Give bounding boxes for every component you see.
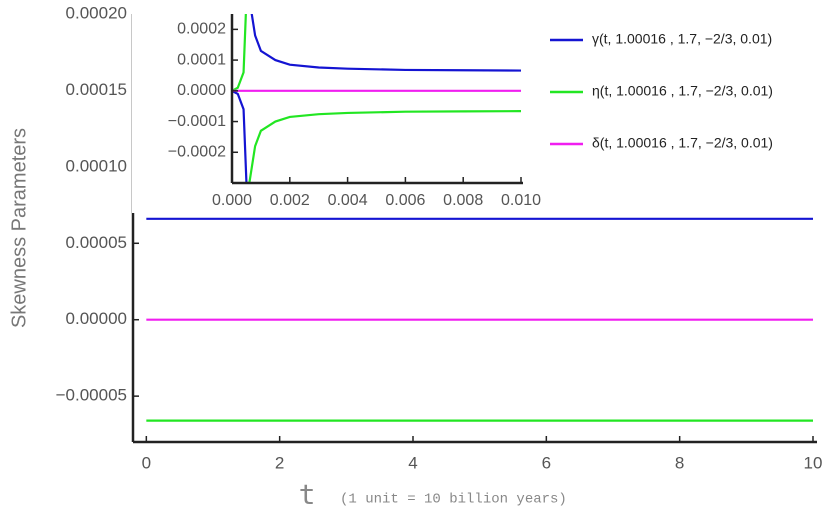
y-tick-label: 0.0001 xyxy=(177,51,226,68)
y-tick-label: 0.00000 xyxy=(66,309,127,328)
series-line xyxy=(232,14,522,183)
x-tick-label: 10 xyxy=(804,453,823,472)
series-line xyxy=(232,14,522,183)
plot-area xyxy=(146,217,813,422)
x-tick-label: 0.008 xyxy=(443,192,483,209)
y-tick-label: 0.00010 xyxy=(66,156,127,175)
y-tick-label: −0.0002 xyxy=(168,143,226,160)
legend-label: γ(t, 1.00016 , 1.7, −2/3, 0.01) xyxy=(592,31,772,47)
x-tick-label: 0.010 xyxy=(501,192,541,209)
x-axis-note: (1 unit = 10 billion years) xyxy=(340,492,567,508)
y-tick-label: 0.00015 xyxy=(66,80,127,99)
x-tick-label: 2 xyxy=(275,453,284,472)
y-tick-label: 0.00020 xyxy=(66,3,127,22)
x-tick-label: 0.006 xyxy=(385,192,425,209)
plot-area xyxy=(232,14,522,183)
x-tick-label: 6 xyxy=(542,453,551,472)
y-tick-label: 0.00005 xyxy=(66,233,127,252)
x-tick-label: 0.000 xyxy=(212,192,252,209)
legend-label: η(t, 1.00016 , 1.7, −2/3, 0.01) xyxy=(592,83,773,99)
x-tick-label: 4 xyxy=(408,453,417,472)
x-axis-label: t xyxy=(299,478,316,511)
x-tick-label: 8 xyxy=(675,453,684,472)
x-tick-label: 0.004 xyxy=(328,192,368,209)
y-axis-label: Skewness Parameters xyxy=(8,128,30,328)
x-tick-label: 0 xyxy=(142,453,151,472)
legend-label: δ(t, 1.00016 , 1.7, −2/3, 0.01) xyxy=(592,135,773,151)
y-tick-label: −0.00005 xyxy=(56,386,127,405)
y-tick-label: 0.0000 xyxy=(177,82,226,99)
x-tick-label: 0.002 xyxy=(270,192,310,209)
y-tick-label: 0.0002 xyxy=(177,21,226,38)
inset-background xyxy=(132,0,546,213)
y-tick-label: −0.0001 xyxy=(168,113,226,130)
